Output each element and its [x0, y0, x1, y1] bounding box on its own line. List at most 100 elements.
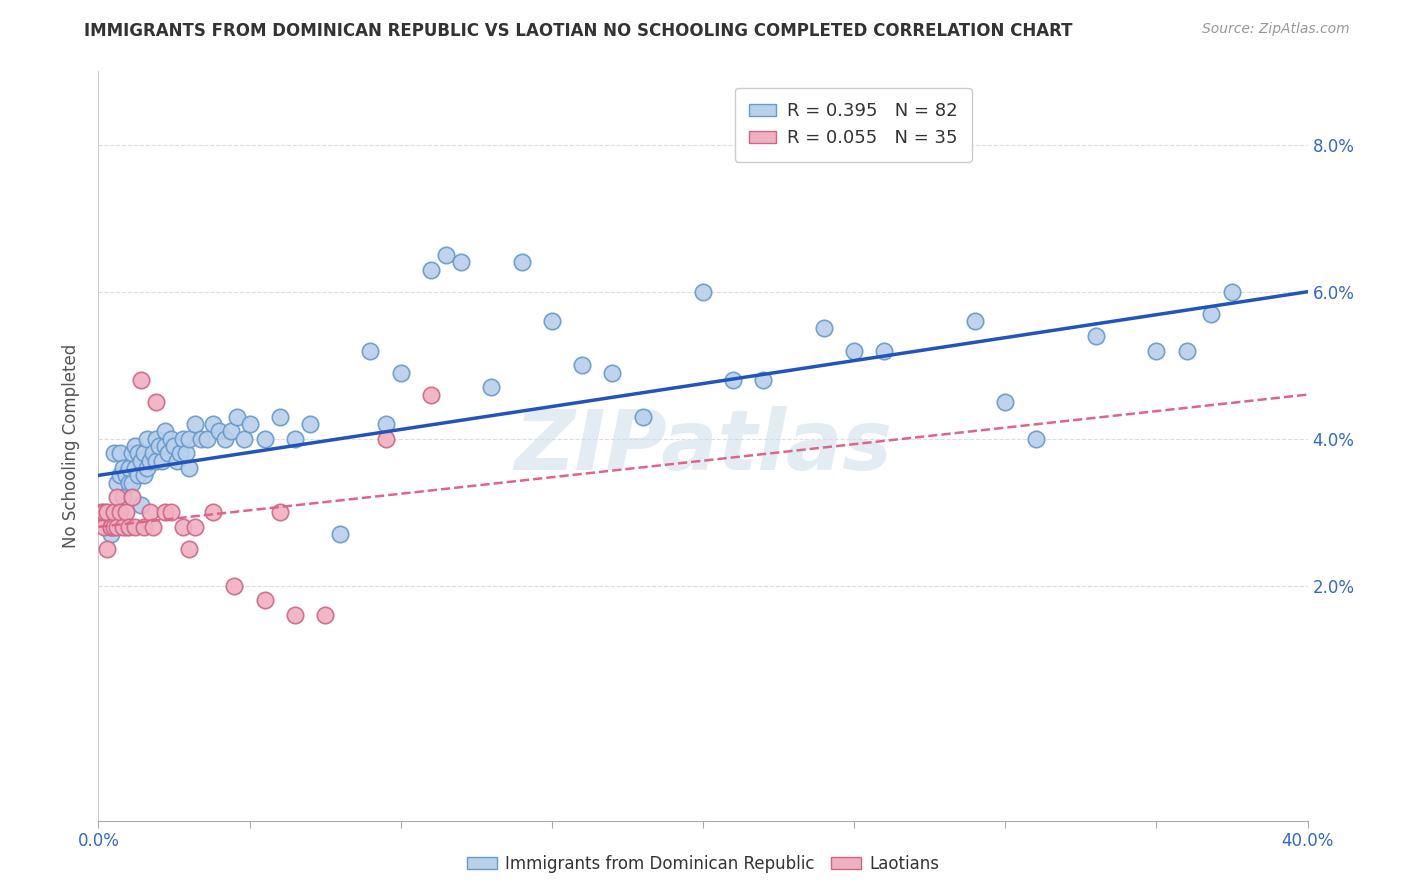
Point — [631, 409, 654, 424]
Point — [420, 262, 443, 277]
Point — [145, 453, 167, 467]
Point — [103, 505, 125, 519]
Point — [153, 505, 176, 519]
Point — [169, 446, 191, 460]
Point — [184, 520, 207, 534]
Point — [100, 520, 122, 534]
Point — [148, 439, 170, 453]
Point — [121, 491, 143, 505]
Point — [374, 417, 396, 431]
Point — [269, 409, 291, 424]
Point — [105, 520, 128, 534]
Point — [195, 432, 218, 446]
Point — [129, 373, 152, 387]
Point — [153, 425, 176, 439]
Point — [329, 527, 352, 541]
Point — [142, 446, 165, 460]
Point — [132, 446, 155, 460]
Point — [93, 520, 115, 534]
Point — [150, 453, 173, 467]
Point — [284, 432, 307, 446]
Point — [93, 505, 115, 519]
Point — [752, 373, 775, 387]
Point — [111, 491, 134, 505]
Point — [813, 321, 835, 335]
Point — [114, 520, 136, 534]
Point — [994, 395, 1017, 409]
Point — [160, 432, 183, 446]
Point — [179, 541, 201, 556]
Point — [105, 491, 128, 505]
Text: ZIPatlas: ZIPatlas — [515, 406, 891, 486]
Point — [96, 541, 118, 556]
Point — [124, 520, 146, 534]
Point — [190, 432, 212, 446]
Point — [202, 417, 225, 431]
Point — [389, 366, 412, 380]
Point — [166, 453, 188, 467]
Point — [145, 432, 167, 446]
Point — [127, 446, 149, 460]
Point — [163, 439, 186, 453]
Point — [118, 520, 141, 534]
Text: Source: ZipAtlas.com: Source: ZipAtlas.com — [1202, 22, 1350, 37]
Point — [179, 432, 201, 446]
Point — [135, 461, 157, 475]
Point — [873, 343, 896, 358]
Point — [124, 461, 146, 475]
Point — [221, 425, 243, 439]
Point — [103, 520, 125, 534]
Point — [602, 366, 624, 380]
Point — [114, 468, 136, 483]
Point — [121, 446, 143, 460]
Point — [124, 439, 146, 453]
Point — [253, 432, 276, 446]
Point — [172, 432, 194, 446]
Point — [103, 446, 125, 460]
Point — [108, 446, 131, 460]
Point — [184, 417, 207, 431]
Point — [105, 475, 128, 490]
Point — [374, 432, 396, 446]
Point — [132, 520, 155, 534]
Point — [208, 425, 231, 439]
Point — [844, 343, 866, 358]
Point — [284, 607, 307, 622]
Point — [299, 417, 322, 431]
Legend: R = 0.395   N = 82, R = 0.055   N = 35: R = 0.395 N = 82, R = 0.055 N = 35 — [735, 88, 972, 161]
Point — [214, 432, 236, 446]
Y-axis label: No Schooling Completed: No Schooling Completed — [62, 344, 80, 548]
Point — [224, 578, 246, 592]
Point — [96, 505, 118, 519]
Point — [232, 432, 254, 446]
Point — [118, 475, 141, 490]
Point — [153, 439, 176, 453]
Point — [1175, 343, 1198, 358]
Point — [540, 314, 562, 328]
Point — [1024, 432, 1046, 446]
Point — [420, 387, 443, 401]
Point — [118, 461, 141, 475]
Legend: Immigrants from Dominican Republic, Laotians: Immigrants from Dominican Republic, Laot… — [460, 848, 946, 880]
Point — [239, 417, 262, 431]
Point — [111, 461, 134, 475]
Point — [100, 520, 122, 534]
Point — [139, 453, 162, 467]
Point — [1144, 343, 1167, 358]
Point — [132, 468, 155, 483]
Point — [965, 314, 987, 328]
Point — [135, 432, 157, 446]
Point — [450, 255, 472, 269]
Point — [360, 343, 382, 358]
Point — [202, 505, 225, 519]
Point — [481, 380, 503, 394]
Point — [114, 505, 136, 519]
Point — [111, 520, 134, 534]
Point — [127, 468, 149, 483]
Point — [174, 446, 197, 460]
Point — [723, 373, 745, 387]
Point — [145, 395, 167, 409]
Point — [121, 475, 143, 490]
Point — [172, 520, 194, 534]
Point — [108, 505, 131, 519]
